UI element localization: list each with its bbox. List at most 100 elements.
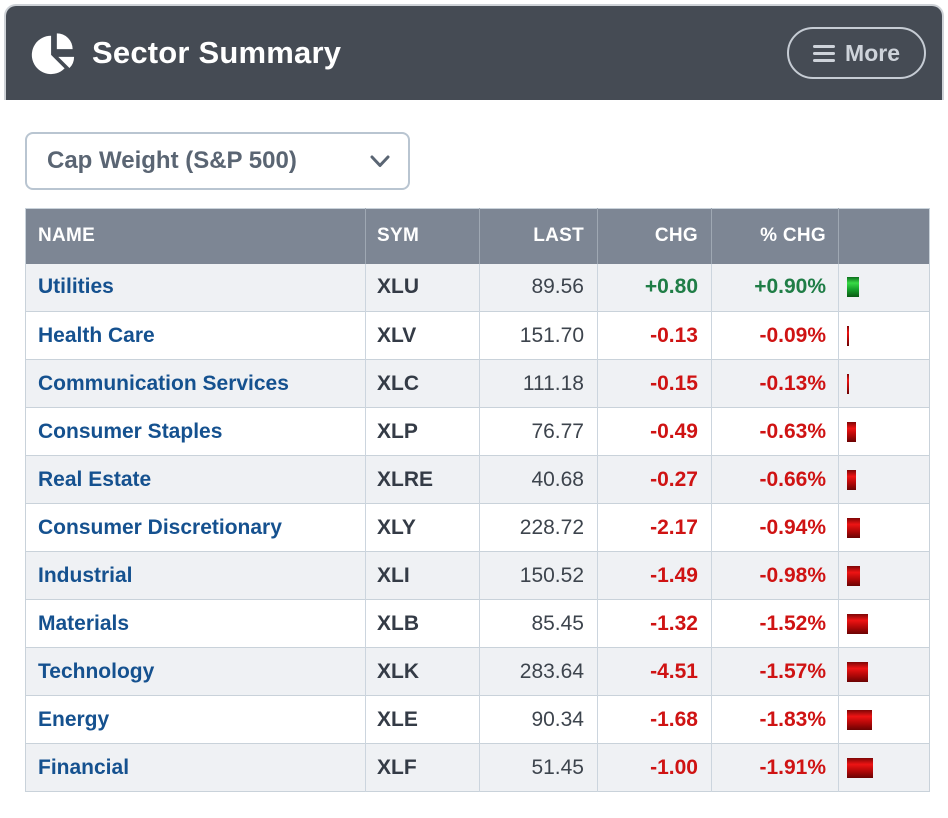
sector-name-link[interactable]: Consumer Discretionary (38, 515, 282, 539)
sector-name-link[interactable]: Financial (38, 755, 130, 779)
sector-table: NAME SYM LAST CHG % CHG Utilities XLU 89… (25, 208, 930, 792)
table-row: Consumer Staples XLP 76.77 -0.49 -0.63% (25, 407, 930, 456)
table-header: NAME SYM LAST CHG % CHG (25, 208, 930, 264)
table-row: Energy XLE 90.34 -1.68 -1.83% (25, 695, 930, 744)
change-cell: -0.15 (597, 359, 712, 408)
symbol-cell: XLF (365, 743, 480, 792)
widget-title: Sector Summary (92, 35, 342, 70)
symbol-cell: XLY (365, 503, 480, 552)
last-price-cell: 228.72 (479, 503, 598, 552)
change-cell: -0.49 (597, 407, 712, 456)
percent-change-cell: -0.13% (711, 359, 839, 408)
dropdown-selected-value: Cap Weight (S&P 500) (47, 147, 297, 174)
sector-name-link[interactable]: Real Estate (38, 467, 152, 491)
bar-cell (838, 695, 930, 744)
bar-cell (838, 455, 930, 504)
chevron-down-icon (370, 155, 390, 168)
percent-change-cell: -0.94% (711, 503, 839, 552)
last-price-cell: 150.52 (479, 551, 598, 600)
more-button-label: More (845, 39, 900, 66)
symbol-cell: XLE (365, 695, 480, 744)
symbol-cell: XLV (365, 311, 480, 360)
last-price-cell: 40.68 (479, 455, 598, 504)
percent-change-cell: -0.98% (711, 551, 839, 600)
last-price-cell: 90.34 (479, 695, 598, 744)
sector-table-body: Utilities XLU 89.56 +0.80 +0.90% Health … (25, 263, 930, 792)
bar-cell (838, 263, 930, 312)
percent-change-cell: -0.09% (711, 311, 839, 360)
last-price-cell: 89.56 (479, 263, 598, 312)
bar-cell (838, 503, 930, 552)
symbol-cell: XLC (365, 359, 480, 408)
percent-change-cell: -1.91% (711, 743, 839, 792)
column-header-sym: SYM (365, 208, 480, 264)
table-row: Real Estate XLRE 40.68 -0.27 -0.66% (25, 455, 930, 504)
change-cell: -1.49 (597, 551, 712, 600)
sector-name-link[interactable]: Technology (38, 659, 155, 683)
column-header-bar (838, 208, 930, 264)
change-cell: -0.27 (597, 455, 712, 504)
percent-change-cell: +0.90% (711, 263, 839, 312)
sector-name-link[interactable]: Consumer Staples (38, 419, 223, 443)
sector-name-link[interactable]: Industrial (38, 563, 133, 587)
change-cell: -0.13 (597, 311, 712, 360)
bar-cell (838, 599, 930, 648)
change-bar (847, 277, 859, 298)
symbol-cell: XLK (365, 647, 480, 696)
bar-cell (838, 743, 930, 792)
change-bar (847, 757, 873, 778)
column-header-last: LAST (479, 208, 598, 264)
table-row: Health Care XLV 151.70 -0.13 -0.09% (25, 311, 930, 360)
change-cell: -1.32 (597, 599, 712, 648)
sector-name-link[interactable]: Health Care (38, 323, 155, 347)
pie-chart-logo-icon (30, 30, 76, 76)
sector-name-link[interactable]: Materials (38, 611, 130, 635)
last-price-cell: 283.64 (479, 647, 598, 696)
hamburger-icon (813, 44, 836, 62)
last-price-cell: 111.18 (479, 359, 598, 408)
change-bar (847, 709, 872, 730)
sector-name-link[interactable]: Energy (38, 707, 110, 731)
more-button[interactable]: More (787, 27, 926, 79)
percent-change-cell: -1.57% (711, 647, 839, 696)
last-price-cell: 85.45 (479, 599, 598, 648)
percent-change-cell: -1.52% (711, 599, 839, 648)
change-bar (847, 661, 868, 682)
symbol-cell: XLP (365, 407, 480, 456)
sector-name-link[interactable]: Utilities (38, 275, 114, 299)
change-bar (847, 565, 860, 586)
table-row: Consumer Discretionary XLY 228.72 -2.17 … (25, 503, 930, 552)
change-cell: -4.51 (597, 647, 712, 696)
change-bar (847, 517, 860, 538)
last-price-cell: 151.70 (479, 311, 598, 360)
change-cell: -1.00 (597, 743, 712, 792)
table-row: Utilities XLU 89.56 +0.80 +0.90% (25, 263, 930, 312)
last-price-cell: 76.77 (479, 407, 598, 456)
change-bar (847, 421, 856, 442)
symbol-cell: XLU (365, 263, 480, 312)
percent-change-cell: -0.63% (711, 407, 839, 456)
table-row: Materials XLB 85.45 -1.32 -1.52% (25, 599, 930, 648)
change-bar (847, 613, 868, 634)
title-bar: Sector Summary More (4, 4, 944, 100)
table-row: Industrial XLI 150.52 -1.49 -0.98% (25, 551, 930, 600)
change-cell: -1.68 (597, 695, 712, 744)
table-row: Technology XLK 283.64 -4.51 -1.57% (25, 647, 930, 696)
bar-cell (838, 647, 930, 696)
change-bar (847, 325, 849, 346)
index-select-dropdown[interactable]: Cap Weight (S&P 500) (25, 132, 410, 190)
table-row: Financial XLF 51.45 -1.00 -1.91% (25, 743, 930, 792)
bar-cell (838, 311, 930, 360)
change-cell: -2.17 (597, 503, 712, 552)
bar-cell (838, 551, 930, 600)
symbol-cell: XLRE (365, 455, 480, 504)
percent-change-cell: -0.66% (711, 455, 839, 504)
last-price-cell: 51.45 (479, 743, 598, 792)
symbol-cell: XLI (365, 551, 480, 600)
change-bar (847, 469, 856, 490)
column-header-chg: CHG (597, 208, 712, 264)
column-header-pct-chg: % CHG (711, 208, 839, 264)
symbol-cell: XLB (365, 599, 480, 648)
bar-cell (838, 407, 930, 456)
sector-name-link[interactable]: Communication Services (38, 371, 289, 395)
